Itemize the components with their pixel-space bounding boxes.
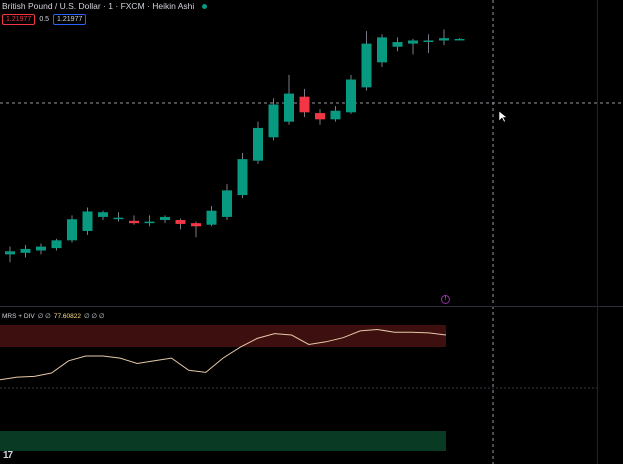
spread-value: 0.5	[39, 15, 50, 23]
symbol-legend[interactable]: British Pound / U.S. Dollar · 1 · FXCM ·…	[2, 0, 208, 12]
candle-body	[129, 220, 139, 224]
candle-body	[377, 37, 387, 63]
candle-body	[392, 42, 403, 47]
candle-body	[299, 96, 310, 113]
candle-body	[222, 190, 232, 217]
candle-body	[330, 110, 341, 120]
candle-body	[268, 104, 279, 138]
symbol-title[interactable]: British Pound / U.S. Dollar · 1 · FXCM ·…	[2, 1, 195, 11]
candle-body	[346, 79, 356, 113]
sell-button[interactable]: 1.21977	[2, 13, 36, 25]
candle-body	[67, 219, 77, 241]
candle-body	[113, 217, 124, 220]
candle-body	[361, 43, 372, 88]
candle-body	[191, 223, 201, 227]
candle-body	[408, 40, 418, 44]
candle-body	[423, 40, 434, 42]
candle-body	[20, 248, 31, 253]
indicator-legend[interactable]: MRS + DIV ∅ ∅ 77.60822 ∅ ∅ ∅	[2, 311, 105, 321]
candle-body	[253, 127, 263, 161]
candle-body	[454, 38, 465, 41]
alert-circle-icon[interactable]: !	[441, 295, 450, 304]
candle-body	[439, 38, 449, 41]
mouse-cursor-icon	[499, 111, 507, 123]
indicator-name[interactable]: MRS + DIV	[2, 312, 35, 320]
oversold-zone	[0, 431, 446, 451]
indicator-params: ∅ ∅	[37, 313, 51, 320]
candle-body	[284, 93, 294, 122]
candle-body	[144, 221, 155, 224]
candle-body	[206, 210, 217, 225]
indicator-extra-values: ∅ ∅ ∅	[83, 313, 105, 320]
candle-body	[51, 240, 62, 249]
indicator-line	[0, 328, 447, 381]
price-scale[interactable]	[597, 0, 623, 464]
buy-button[interactable]: 1.21977	[53, 13, 87, 25]
indicator-value: 77.60822	[53, 312, 81, 320]
pane-divider[interactable]	[0, 306, 623, 307]
candle-body	[315, 113, 325, 120]
overbought-zone	[0, 325, 446, 347]
candle-body	[36, 246, 46, 251]
candle-body	[237, 159, 248, 196]
candle-body	[175, 220, 186, 224]
trade-buttons: 1.21977 0.5 1.21977	[2, 13, 87, 25]
tradingview-logo[interactable]: 17	[3, 450, 13, 461]
candle-body	[160, 216, 170, 221]
market-open-indicator-icon	[202, 3, 208, 9]
candle-body	[82, 211, 93, 231]
candle-body	[98, 212, 108, 217]
candle-body	[5, 251, 15, 255]
